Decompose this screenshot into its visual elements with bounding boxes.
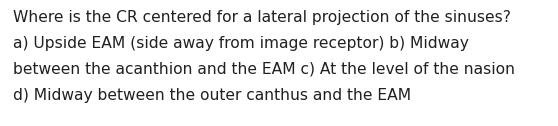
Text: d) Midway between the outer canthus and the EAM: d) Midway between the outer canthus and …	[13, 88, 411, 103]
Text: Where is the CR centered for a lateral projection of the sinuses?: Where is the CR centered for a lateral p…	[13, 10, 511, 25]
Text: a) Upside EAM (side away from image receptor) b) Midway: a) Upside EAM (side away from image rece…	[13, 36, 469, 51]
Text: between the acanthion and the EAM c) At the level of the nasion: between the acanthion and the EAM c) At …	[13, 62, 515, 77]
